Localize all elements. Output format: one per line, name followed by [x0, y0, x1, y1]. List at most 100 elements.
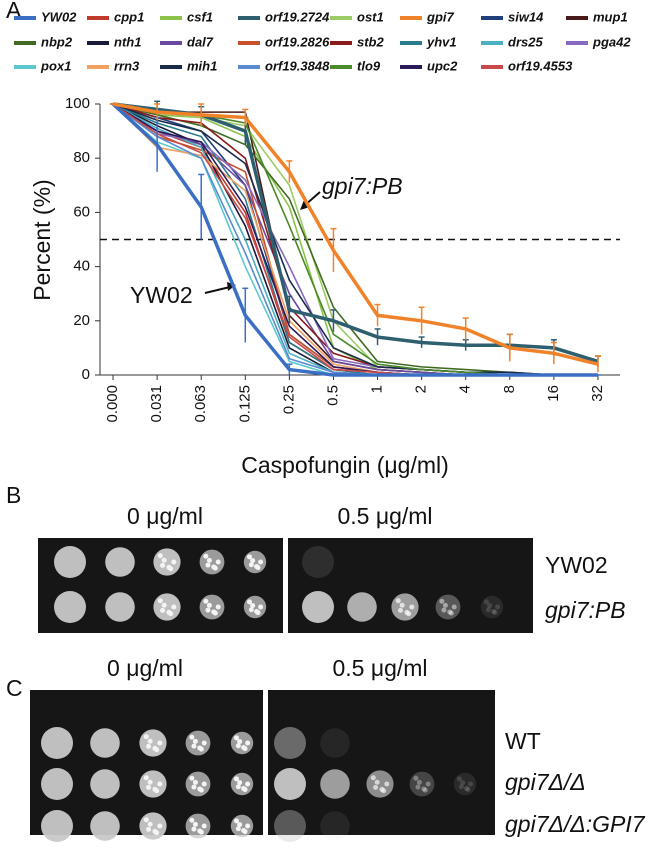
legend-label: cpp1: [114, 9, 144, 24]
legend-label: yhv1: [426, 34, 457, 49]
colony: [241, 827, 247, 833]
x-tick-label: 0.125: [236, 385, 253, 423]
colony-spot: [302, 546, 334, 578]
colony: [416, 779, 422, 785]
legend-label: pox1: [40, 58, 71, 73]
legend-label: dal7: [187, 34, 214, 49]
colony: [211, 564, 217, 570]
legend-label: csf1: [187, 9, 213, 24]
colony: [235, 743, 241, 749]
colony: [189, 734, 195, 740]
colony: [483, 599, 489, 605]
colony-spot: [480, 595, 504, 619]
x-tick-label: 0.000: [104, 385, 121, 423]
colony: [233, 776, 239, 782]
legend-label: stb2: [357, 34, 385, 49]
colony: [237, 739, 243, 745]
legend-label: gpi7: [426, 9, 454, 24]
x-tick-label: 0.031: [148, 385, 165, 423]
strain-label: WT: [505, 728, 541, 754]
series-line: [111, 102, 598, 377]
colony: [441, 607, 447, 613]
colony-spot: [54, 591, 86, 623]
colony: [379, 786, 385, 792]
colony: [147, 738, 153, 744]
y-tick-label: 100: [65, 95, 90, 112]
colony: [250, 603, 256, 609]
colony: [248, 607, 254, 613]
colony-spot: [54, 546, 86, 578]
colony-spot: [153, 548, 181, 576]
colony: [203, 553, 209, 559]
legend-label: drs25: [508, 34, 543, 49]
x-tick-label: 4: [457, 385, 474, 393]
annotation: gpi7:PB: [322, 173, 403, 199]
colony: [421, 786, 427, 792]
colony-spot: [153, 593, 181, 621]
colony: [451, 604, 457, 610]
colony: [458, 784, 464, 790]
strain-label: gpi7Δ/Δ:GPI7: [505, 811, 646, 837]
column-header: 0.5 μg/ml: [337, 503, 432, 529]
x-tick-label: 32: [589, 385, 606, 402]
y-tick-label: 60: [73, 203, 90, 220]
colony: [485, 607, 491, 613]
colony-spot: [409, 771, 435, 797]
x-tick-label: 8: [501, 385, 518, 393]
x-tick-label: 16: [545, 385, 562, 402]
colony-spot: [90, 811, 120, 841]
colony-spot: [347, 592, 377, 622]
legend-label: tlo9: [357, 58, 381, 73]
colony: [161, 602, 167, 608]
colony: [201, 781, 207, 787]
colony-spot: [320, 769, 350, 799]
colony-spot: [139, 812, 167, 840]
colony-spot: [139, 729, 167, 757]
colony: [192, 821, 198, 827]
colony: [201, 823, 207, 829]
legend-label: orf19.2724: [265, 9, 330, 24]
colony: [152, 786, 158, 792]
colony: [235, 826, 241, 832]
colony: [146, 826, 152, 832]
colony: [398, 607, 404, 613]
colony: [465, 787, 471, 793]
colony: [146, 743, 152, 749]
colony: [215, 559, 221, 565]
colony: [143, 817, 149, 823]
colony: [157, 823, 163, 829]
legend-label: siw14: [508, 9, 544, 24]
colony: [487, 603, 493, 609]
panel-label: C: [6, 675, 23, 701]
x-tick-label: 2: [413, 385, 430, 393]
colony: [468, 781, 474, 787]
colony: [374, 779, 380, 785]
colony: [254, 563, 260, 569]
colony: [422, 787, 428, 793]
colony: [425, 781, 431, 787]
colony: [245, 740, 251, 746]
colony-spot: [90, 769, 120, 799]
column-header: 0 μg/ml: [107, 655, 183, 681]
colony: [237, 822, 243, 828]
colony: [197, 828, 203, 834]
colony: [439, 598, 445, 604]
panel-label: B: [6, 482, 21, 508]
colony: [189, 775, 195, 781]
colony: [456, 776, 462, 782]
colony: [191, 743, 197, 749]
colony: [241, 744, 247, 750]
x-tick-label: 0.5: [324, 385, 341, 406]
plates: [30, 538, 533, 842]
colony: [143, 734, 149, 740]
colony: [146, 784, 152, 790]
colony: [245, 781, 251, 787]
colony: [492, 610, 498, 616]
colony-spot: [453, 772, 477, 796]
colony: [415, 784, 421, 790]
colony: [152, 745, 158, 751]
colony: [215, 604, 221, 610]
legend-label: YW02: [41, 9, 77, 24]
legend-label: upc2: [427, 58, 458, 73]
